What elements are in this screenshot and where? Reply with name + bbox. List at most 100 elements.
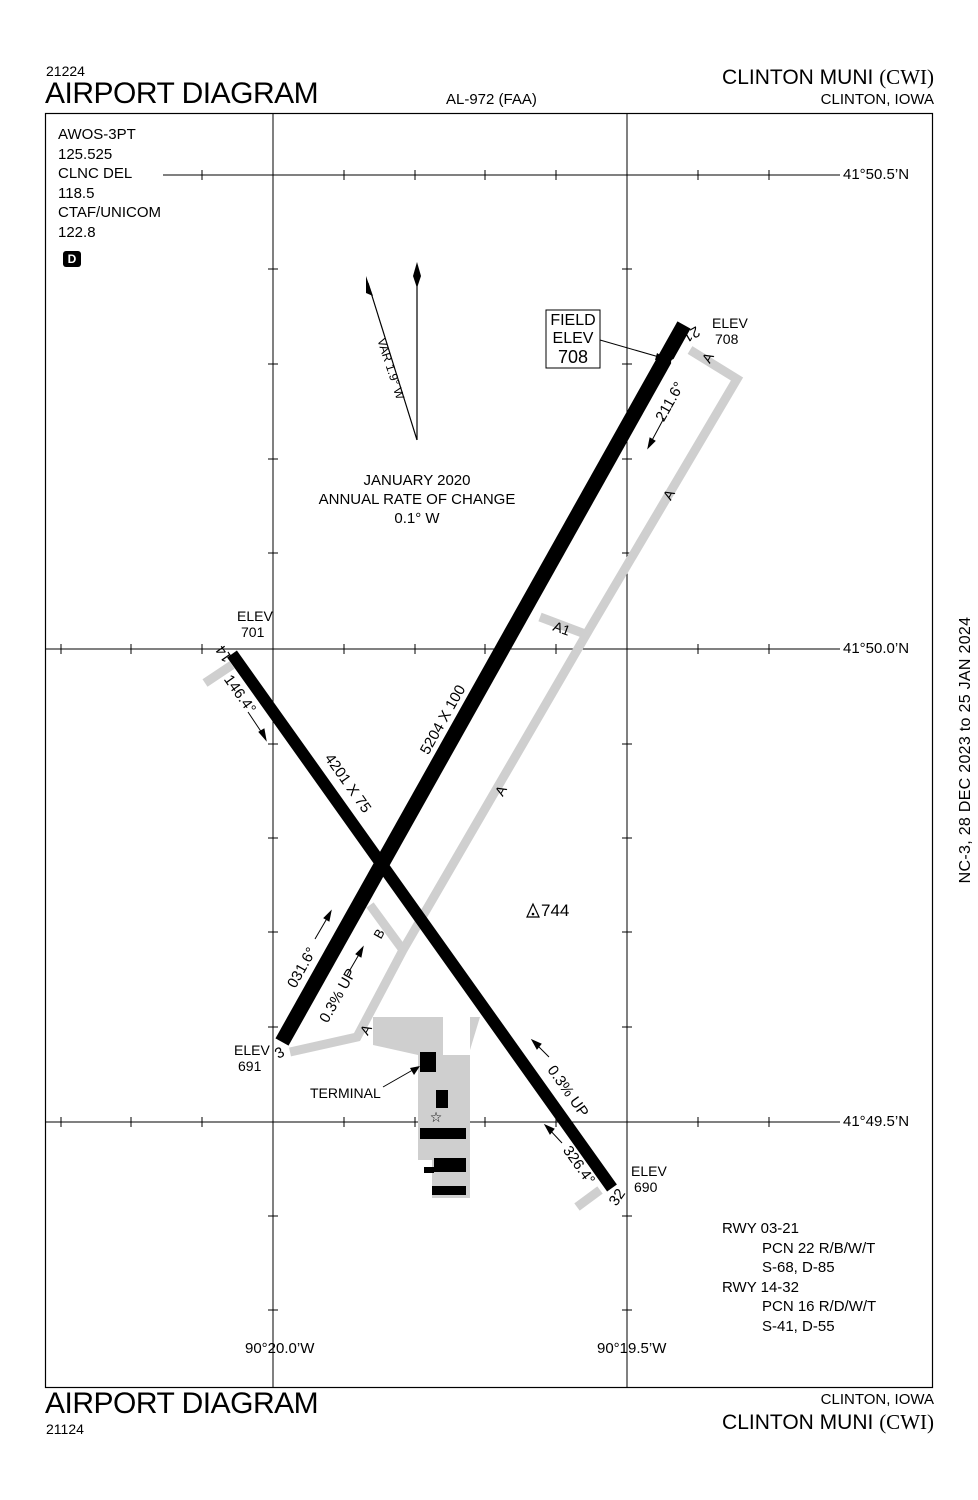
ctaf-freq: 122.8 [58,223,96,241]
arrow-146-head [258,728,267,742]
heading-arrows [247,417,665,1144]
lat-label-41-50-0: 41°50.0’N [843,640,910,657]
city-state-top: CLINTON, IOWA [820,91,934,108]
elev-rwy-14: ELEV 701 [237,608,273,640]
taxiway-14-stub [202,661,235,687]
awos-freq: 125.525 [58,145,113,163]
airport-name-bottom: CLINTON MUNI (CWI) [722,1410,934,1435]
elev-label: ELEV [712,315,748,331]
hangar [420,1128,466,1139]
graticule-ticks [60,170,770,1311]
field-elev-line1: FIELD [550,312,596,329]
rwy-info-weights: S-41, D-55 [762,1317,835,1335]
elev-rwy-21: ELEV 708 [712,315,748,347]
chart-number-top: 21224 [46,63,85,79]
building [420,1052,436,1072]
frequency-list: AWOS-3PT 125.525 CLNC DEL 118.5 CTAF/UNI… [58,125,161,242]
magnetic-rate-value: 0.1° W [394,510,440,527]
magnetic-north-arrow-icon [366,276,373,296]
elev-value: 701 [241,624,265,640]
elev-label: ELEV [631,1163,667,1179]
rwy-21-number: 21 [680,322,703,345]
airport-name-top: CLINTON MUNI (CWI) [722,65,934,90]
magnetic-rate-label: ANNUAL RATE OF CHANGE [318,491,516,508]
rwy-03-number: 3 [272,1044,288,1063]
chart-title-bottom: AIRPORT DIAGRAM [45,1387,319,1420]
buildings [420,1052,466,1195]
rwy-info-runway: RWY 14-32 [722,1278,799,1296]
field-elev-marker [671,359,677,365]
rwy-32-number: 32 [606,1186,629,1209]
diagram-frame [44,112,934,1389]
rwy-14-number: 14 [213,642,236,665]
arrow-326-head [543,1123,555,1135]
magnetic-change-block: JANUARY 2020 ANNUAL RATE OF CHANGE 0.1° … [317,471,517,528]
airport-name: CLINTON MUNI [722,1411,874,1434]
d-atis-badge: D [63,251,81,267]
elev-value: 708 [715,331,739,347]
true-north-arrow-icon [413,262,421,288]
procedure-id: AL-972 (FAA) [446,91,537,108]
lat-label-41-49-5: 41°49.5’N [843,1113,910,1130]
arrow-03-up-head [355,945,364,958]
runway-14-32 [227,650,617,1192]
awos-label: AWOS-3PT [58,126,136,143]
rwy-info-weights: S-68, D-85 [762,1259,835,1276]
taxiways [202,346,744,1211]
elev-rwy-32: ELEV 690 [631,1163,667,1195]
airport-ident: (CWI) [879,1410,934,1434]
terminal-arrowhead [410,1066,420,1075]
magnetic-date: JANUARY 2020 [363,472,471,489]
arrow-32-up-head [530,1038,542,1050]
runway-03-21 [275,321,691,1046]
field-elev-text: FIELD ELEV 708 [546,312,600,366]
runway-strength-info: RWY 03-21 PCN 22 R/B/W/T S-68, D-85 RWY … [722,1219,876,1336]
arrow-031-head [323,909,332,922]
obstacle-icon [526,902,540,918]
obstacle-dot [531,912,535,916]
chart-title-top: AIRPORT DIAGRAM [45,77,319,110]
obstacle-elevation: 744 [541,901,570,920]
north-arrows [366,262,421,441]
d-badge-container: D [63,250,81,268]
taxiway-32-stub [574,1186,603,1211]
clnc-del-label: CLNC DEL [58,165,133,182]
hangar [434,1158,466,1172]
hangar [424,1167,434,1173]
airport-ident: (CWI) [879,65,934,89]
terminal-building [436,1090,448,1108]
taxiway-label-a1: A1 [551,618,573,639]
elev-value: 691 [238,1058,262,1074]
taxiway-b [366,902,407,953]
field-elev-box [545,309,601,369]
city-state-bottom: CLINTON, IOWA [820,1391,934,1408]
field-elev-leader [599,339,667,360]
graticule [45,113,840,1388]
runways [227,321,691,1192]
elev-label: ELEV [237,608,273,624]
clnc-del-freq: 118.5 [58,184,95,202]
chart-number-bottom: 21124 [46,1421,84,1437]
field-elev-line2: ELEV [552,330,594,347]
apron [373,1017,480,1198]
hangar [432,1186,466,1195]
lat-label-41-50-5: 41°50.5’N [843,166,910,183]
rwy-info-pcn: PCN 16 R/D/W/T [762,1298,877,1315]
taxiway-a [289,346,744,1057]
beacon-icon: ☆ [430,1109,443,1125]
magnetic-north-line [367,282,418,441]
field-elev-value: 708 [557,347,589,367]
taxiway-a1 [538,612,587,639]
magnetic-variation: VAR 1.9° W [374,337,407,402]
airport-name: CLINTON MUNI [722,66,874,89]
elev-value: 690 [634,1179,658,1195]
apron-gap [443,1017,470,1055]
elev-rwy-03: ELEV 691 [234,1042,270,1074]
rwy-info-pcn: PCN 22 R/B/W/T [762,1239,876,1257]
elev-label: ELEV [234,1042,270,1058]
field-elev-arrowhead [655,353,666,360]
terminal-label: TERMINAL [310,1085,381,1101]
ctaf-label: CTAF/UNICOM [58,204,162,221]
lon-label-90-19-5: 90°19.5’W [597,1340,667,1357]
